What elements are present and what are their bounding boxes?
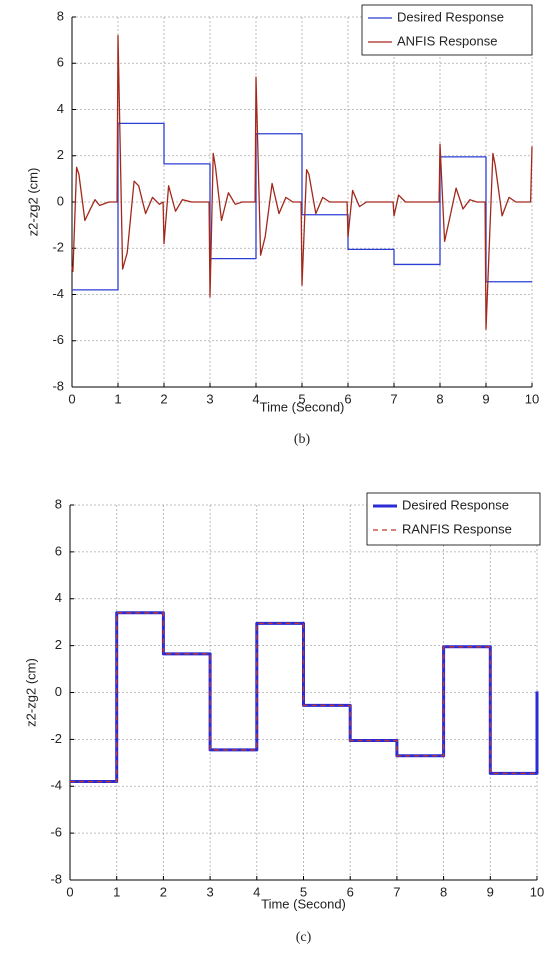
y-tick-label: -8 <box>50 871 62 886</box>
x-tick-label: 1 <box>113 884 120 899</box>
legend-label: RANFIS Response <box>402 521 512 536</box>
x-tick-label: 10 <box>525 391 539 406</box>
legend-label: ANFIS Response <box>397 33 497 48</box>
y-tick-label: 0 <box>55 684 62 699</box>
y-tick-label: -6 <box>50 825 62 840</box>
y-axis-label: z2-zg2 (cm) <box>25 168 40 237</box>
y-tick-label: 6 <box>55 543 62 558</box>
x-tick-label: 9 <box>487 884 494 899</box>
y-tick-label: 4 <box>55 590 62 605</box>
x-tick-label: 9 <box>482 391 489 406</box>
series-line <box>70 612 537 783</box>
y-tick-label: -2 <box>52 240 64 255</box>
y-tick-label: 2 <box>55 637 62 652</box>
y-tick-label: 8 <box>57 8 64 23</box>
series-line <box>71 34 533 330</box>
x-tick-label: 2 <box>160 884 167 899</box>
x-tick-label: 6 <box>344 391 351 406</box>
x-tick-label: 6 <box>347 884 354 899</box>
x-tick-label: 7 <box>393 884 400 899</box>
x-tick-label: 1 <box>114 391 121 406</box>
y-axis-label: z2-zg2 (cm) <box>23 658 38 727</box>
x-tick-label: 4 <box>252 391 259 406</box>
y-tick-label: -6 <box>52 332 64 347</box>
x-tick-label: 8 <box>436 391 443 406</box>
x-axis-label: Time (Second) <box>261 896 346 911</box>
y-tick-label: -4 <box>52 286 64 301</box>
y-tick-label: -2 <box>50 731 62 746</box>
x-tick-label: 0 <box>66 884 73 899</box>
x-tick-label: 3 <box>206 391 213 406</box>
caption: (b) <box>294 432 311 447</box>
y-tick-label: 0 <box>57 193 64 208</box>
x-tick-label: 8 <box>440 884 447 899</box>
x-tick-label: 7 <box>390 391 397 406</box>
x-tick-label: 2 <box>160 391 167 406</box>
x-tick-label: 4 <box>253 884 260 899</box>
x-tick-label: 0 <box>68 391 75 406</box>
legend-label: Desired Response <box>402 497 509 512</box>
legend-label: Desired Response <box>397 9 504 24</box>
y-tick-label: 6 <box>57 55 64 70</box>
legend-box <box>366 492 541 546</box>
y-tick-label: -8 <box>52 378 64 393</box>
x-axis-label: Time (Second) <box>260 399 345 414</box>
x-tick-label: 5 <box>298 391 305 406</box>
y-tick-label: -4 <box>50 778 62 793</box>
y-tick-label: 2 <box>57 147 64 162</box>
caption: (c) <box>296 930 312 945</box>
x-tick-label: 10 <box>530 884 544 899</box>
y-tick-label: 4 <box>57 101 64 116</box>
x-tick-label: 5 <box>300 884 307 899</box>
legend-box <box>361 4 533 56</box>
x-tick-label: 3 <box>206 884 213 899</box>
y-tick-label: 8 <box>55 496 62 511</box>
